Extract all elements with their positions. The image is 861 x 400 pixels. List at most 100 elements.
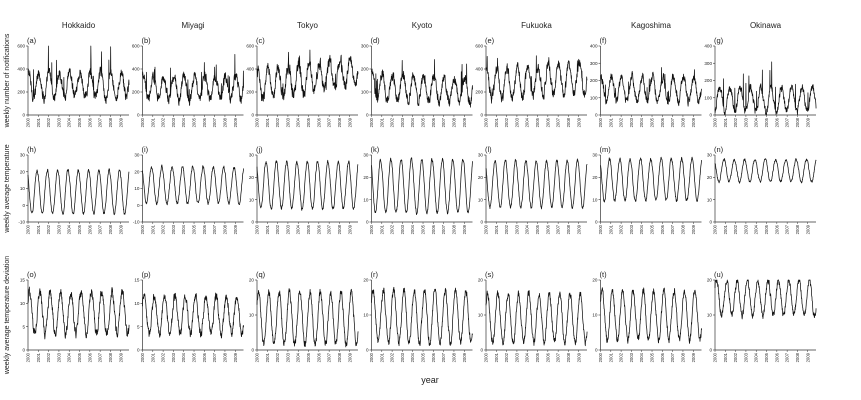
y-tick-label-a-2: 400 xyxy=(17,67,25,72)
panel-letter-c: (c) xyxy=(256,36,265,45)
x-tick-label-k-1: 2001 xyxy=(379,224,384,234)
x-tick-label-m-1: 2001 xyxy=(608,224,613,234)
x-tick-label-p-9: 2009 xyxy=(233,352,238,362)
x-tick-label-u-1: 2001 xyxy=(723,352,728,362)
x-tick-label-a-8: 2008 xyxy=(108,117,113,127)
column-title-hokkaido: Hokkaido xyxy=(62,21,96,30)
series-line-g xyxy=(714,61,817,116)
y-tick-label-i-2: 10 xyxy=(134,186,140,191)
x-tick-label-c-5: 2005 xyxy=(306,117,311,127)
panel-letter-g: (g) xyxy=(714,36,724,45)
x-tick-label-l-4: 2004 xyxy=(525,224,530,234)
panel-d: (d) 0 100 200 300 2000 2001 2002 2003 2004 2005 200… xyxy=(361,36,473,127)
x-tick-label-n-5: 2005 xyxy=(764,224,769,234)
series-line-b xyxy=(142,53,244,106)
x-tick-label-n-7: 2007 xyxy=(785,224,790,234)
x-tick-label-u-6: 2006 xyxy=(774,352,779,362)
y-tick-label-c-0: 0 xyxy=(251,113,254,118)
y-tick-label-k-0: 0 xyxy=(366,220,369,225)
series-line-m xyxy=(600,156,702,203)
y-tick-label-s-0: 0 xyxy=(480,348,483,353)
series-line-k xyxy=(371,157,473,216)
x-tick-label-d-6: 2006 xyxy=(431,117,436,127)
x-tick-label-e-1: 2001 xyxy=(494,117,499,127)
x-tick-label-r-9: 2009 xyxy=(462,352,467,362)
x-tick-label-u-4: 2004 xyxy=(754,352,759,362)
y-tick-label-h-2: 10 xyxy=(20,186,26,191)
panel-t: (t) 0 10 20 2000 2001 2002 2003 2004 2005 2006 2007… xyxy=(592,270,702,362)
y-tick-label-f-1: 100 xyxy=(590,95,598,100)
series-line-s xyxy=(485,289,588,347)
y-tick-label-s-1: 10 xyxy=(478,313,484,318)
x-tick-label-r-7: 2007 xyxy=(441,352,446,362)
x-tick-label-n-1: 2001 xyxy=(723,224,728,234)
x-tick-label-f-0: 2000 xyxy=(598,117,603,127)
x-tick-label-m-9: 2009 xyxy=(691,224,696,234)
x-tick-label-f-2: 2002 xyxy=(619,117,624,127)
x-tick-label-q-8: 2008 xyxy=(337,352,342,362)
y-tick-label-h-4: 30 xyxy=(20,153,26,158)
panel-i: (i) -10 0 10 20 30 2000 2001 2002 2003 2004 2005 200… xyxy=(133,145,244,234)
x-tick-label-l-2: 2002 xyxy=(504,224,509,234)
panel-l: (l) 0 10 20 30 2000 2001 2002 2003 2004 2005 2006 20… xyxy=(478,145,588,234)
series-line-d xyxy=(371,59,473,108)
y-tick-label-h-1: 0 xyxy=(22,203,25,208)
y-tick-label-i-1: 0 xyxy=(137,203,140,208)
x-tick-label-g-2: 2002 xyxy=(733,117,738,127)
y-tick-label-b-1: 200 xyxy=(132,90,140,95)
x-tick-label-s-7: 2007 xyxy=(556,352,561,362)
x-tick-label-r-2: 2002 xyxy=(390,352,395,362)
x-tick-label-j-1: 2001 xyxy=(265,224,270,234)
x-tick-label-b-9: 2009 xyxy=(233,117,238,127)
y-tick-label-d-3: 300 xyxy=(361,44,369,49)
y-tick-label-m-2: 20 xyxy=(592,175,598,180)
x-tick-label-q-3: 2003 xyxy=(285,352,290,362)
x-tick-label-h-4: 2004 xyxy=(67,224,72,234)
x-tick-label-e-7: 2007 xyxy=(556,117,561,127)
column-title-kagoshima: Kagoshima xyxy=(631,21,672,30)
x-tick-label-i-3: 2003 xyxy=(171,224,176,234)
x-tick-label-d-5: 2005 xyxy=(421,117,426,127)
panel-a: (a) 0 200 400 600 2000 2001 2002 2003 2004 2005 200… xyxy=(17,36,130,127)
x-tick-label-q-7: 2007 xyxy=(327,352,332,362)
series-line-h xyxy=(27,168,130,216)
x-tick-label-h-9: 2009 xyxy=(118,224,123,234)
y-tick-label-k-2: 20 xyxy=(363,175,369,180)
x-tick-label-d-9: 2009 xyxy=(462,117,467,127)
panel-e: (e) 0 200 400 600 2000 2001 2002 2003 2004 2005 200… xyxy=(475,36,588,127)
y-tick-label-t-0: 0 xyxy=(595,348,598,353)
x-tick-label-u-5: 2005 xyxy=(764,352,769,362)
series-line-r xyxy=(371,286,473,347)
x-tick-label-g-6: 2006 xyxy=(774,117,779,127)
y-tick-label-q-2: 20 xyxy=(249,278,255,283)
y-tick-label-f-2: 200 xyxy=(590,78,598,83)
x-tick-label-k-5: 2005 xyxy=(421,224,426,234)
series-line-a xyxy=(27,45,130,104)
y-tick-label-l-3: 30 xyxy=(478,153,484,158)
x-tick-label-e-0: 2000 xyxy=(484,117,489,127)
x-tick-label-h-8: 2008 xyxy=(108,224,113,234)
x-tick-label-n-8: 2008 xyxy=(795,224,800,234)
x-tick-label-e-5: 2005 xyxy=(535,117,540,127)
x-tick-label-j-3: 2003 xyxy=(285,224,290,234)
y-tick-label-a-1: 200 xyxy=(17,90,25,95)
column-title-tokyo: Tokyo xyxy=(297,21,318,30)
x-tick-label-p-8: 2008 xyxy=(222,352,227,362)
series-line-u xyxy=(714,279,817,320)
panel-n: (n) 0 10 20 30 2000 2001 2002 2003 2004 2005 2006 20… xyxy=(707,145,817,234)
x-tick-label-b-0: 2000 xyxy=(140,117,145,127)
x-tick-label-s-9: 2009 xyxy=(576,352,581,362)
series-line-p xyxy=(142,292,244,339)
y-tick-label-t-2: 20 xyxy=(592,278,598,283)
x-tick-label-f-3: 2003 xyxy=(629,117,634,127)
y-tick-label-g-0: 0 xyxy=(709,113,712,118)
y-tick-label-g-3: 300 xyxy=(704,61,712,66)
x-tick-label-o-7: 2007 xyxy=(98,352,103,362)
x-tick-label-a-5: 2005 xyxy=(77,117,82,127)
y-tick-label-t-1: 10 xyxy=(592,313,598,318)
x-tick-label-k-6: 2006 xyxy=(431,224,436,234)
x-tick-label-e-6: 2006 xyxy=(545,117,550,127)
x-tick-label-a-4: 2004 xyxy=(67,117,72,127)
y-tick-label-c-3: 600 xyxy=(246,44,254,49)
y-tick-label-m-0: 0 xyxy=(595,220,598,225)
